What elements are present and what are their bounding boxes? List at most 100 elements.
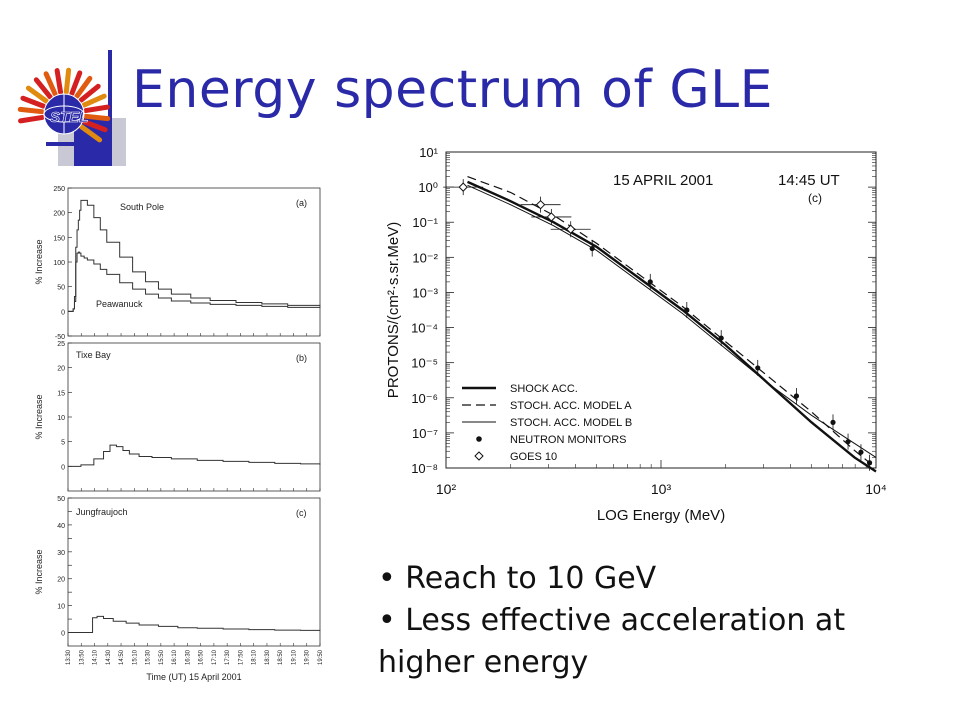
panel-ylabel: % Increase [34,239,44,284]
series-label: Jungfraujoch [76,507,128,517]
y-tick-label: 0 [61,631,65,638]
panel-ylabel: % Increase [34,549,44,594]
y-tick-label: 200 [53,211,65,218]
y-tick-label: 50 [57,496,65,503]
x-tick-label: 19:50 [318,649,324,665]
neutron-monitor-point [830,419,836,425]
proton-energy-spectrum-chart: 10¹ 10⁰ 10⁻¹ 10⁻² 10⁻³ 10⁻⁴ 10⁻⁵ 10⁻⁶ 10⁻⁷ 10⁻⁸ 10… [385,145,887,524]
x-tick-label: 15:30 [146,649,152,665]
panel-tag: (c) [808,191,822,205]
bullet-item: • Less effective acceleration at [378,603,846,638]
x-tick-label: 17:10 [212,649,218,665]
y-tick-label: 10 [57,415,65,422]
chart-time-label: 14:45 UT [778,172,840,189]
y-tick-label: 10⁻¹ [412,215,438,230]
x-tick-label: 17:30 [225,649,231,665]
slide-title: Energy spectrum of GLE [132,60,773,120]
neutron-monitor-point [647,279,653,285]
sun-ray [43,71,58,97]
neutron-monitor-point [755,365,761,371]
bullet-list: • Reach to 10 GeV • Less effective accel… [378,558,878,684]
legend-label: STOCH. ACC. MODEL A [510,400,632,412]
panel-tag: (a) [296,198,307,208]
x-tick-label: 13:50 [79,649,85,665]
x-axis-label: LOG Energy (MeV) [597,507,725,524]
y-tick-label: 0 [61,464,65,471]
stel-logo: STEL [17,67,111,143]
y-tick-label: 10⁻⁸ [411,461,438,476]
logo-text: STEL [50,109,88,126]
y-tick-label: 5 [61,440,65,447]
sun-ray [25,85,49,104]
y-tick-label: 10⁻⁵ [411,356,438,371]
neutron-monitor-point [845,439,851,445]
chart-title: 15 APRIL 2001 [613,172,713,189]
series-label: Tixe Bay [76,350,111,360]
neutron-monitor-point [866,460,873,466]
y-tick-label: 100 [53,260,65,267]
bullet-item: higher energy [378,645,589,680]
series-line [68,615,321,634]
y-tick-label: 10¹ [419,145,438,160]
y-tick-label: 10 [57,604,65,611]
y-tick-label: 0 [61,309,65,316]
neutron-monitor-point [718,335,724,341]
series-line [68,444,321,467]
sun-ray [81,93,107,108]
panel-frame [67,342,321,492]
y-tick-label: 30 [57,550,65,557]
series-label: South Pole [120,202,164,212]
model-curve [467,180,877,473]
y-tick-label: 250 [53,186,65,193]
decor-line-horizontal [46,142,106,146]
x-tick-label: 14:30 [106,649,112,665]
neutron-monitor-point [858,449,864,455]
y-axis-label: PROTONS/(cm²·s.sr.MeV) [385,222,402,398]
y-tick-label: 50 [57,285,65,292]
y-tick-label: 150 [53,235,65,242]
y-tick-label: 10⁻⁷ [412,426,438,441]
y-tick-label: 20 [57,366,65,373]
sun-ray [63,67,72,95]
goes-point [546,212,557,222]
sun-ray [74,75,93,99]
sun-ray [82,119,108,133]
x-tick-label: 18:30 [265,649,271,665]
neutron-monitor-point [589,245,595,252]
legend-swatch [476,436,482,442]
goes-point [535,199,546,210]
y-tick-label: 10⁻⁶ [411,391,438,406]
panel-ylabel: % Increase [34,394,44,439]
x-tick-label: 16:50 [199,649,205,665]
x-tick-label: 19:10 [291,649,297,665]
y-tick-label: 10⁻² [412,250,438,265]
goes-point [565,224,576,234]
x-tick-label: 17:50 [238,649,244,665]
x-tick-label: 14:50 [119,649,125,665]
legend-label: GOES 10 [510,451,557,463]
y-tick-label: 10⁰ [418,180,438,195]
x-tick-label: 14:10 [93,649,99,665]
x-tick-label: 10³ [651,481,672,497]
sun-ray [79,124,103,143]
legend-swatch [474,451,484,461]
x-tick-label: 15:10 [132,649,138,665]
legend-label: SHOCK ACC. [510,383,578,395]
x-tick-label: 15:50 [159,649,165,665]
panel-tag: (c) [296,508,307,518]
panel-tag: (b) [296,353,307,363]
sun-ray [78,83,101,103]
x-tick-label: 18:50 [278,649,284,665]
y-tick-label: 10⁻⁴ [411,321,438,336]
neutron-monitor-point [684,307,690,313]
y-tick-label: 20 [57,577,65,584]
series-line [68,251,321,312]
series-label: Peawanuck [96,299,143,309]
x-tick-label: 16:10 [172,649,178,665]
sun-ray [69,70,83,96]
legend-label: NEUTRON MONITORS [510,434,627,446]
x-tick-label: 10² [436,481,457,497]
bullet-item: • Reach to 10 GeV [378,561,657,596]
decor-line-vertical [108,50,112,166]
